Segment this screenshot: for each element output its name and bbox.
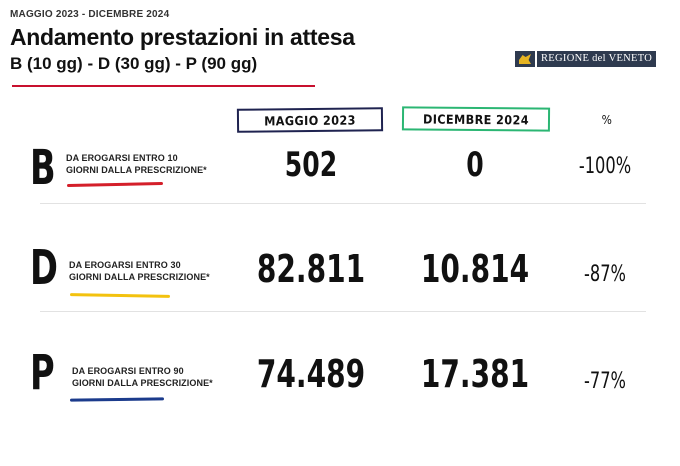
description-line: GIORNI DALLA PRESCRIZIONE*: [72, 378, 213, 388]
page-title: Andamento prestazioni in attesa: [10, 24, 355, 50]
value-may-2023: 82.811: [256, 247, 366, 291]
row-description: DA EROGARSI ENTRO 90 GIORNI DALLA PRESCR…: [72, 365, 213, 389]
row-underline: [69, 397, 165, 402]
row-p: P DA EROGARSI ENTRO 90 GIORNI DALLA PRES…: [0, 345, 680, 415]
row-letter: P: [30, 345, 55, 401]
description-line: GIORNI DALLA PRESCRIZIONE*: [66, 165, 207, 175]
value-dec-2024: 17.381: [420, 352, 530, 396]
regione-veneto-logo: REGIONE del VENETO: [515, 50, 671, 68]
column-header-percent: %: [601, 113, 613, 127]
row-divider: [40, 203, 646, 204]
value-may-2023: 74.489: [256, 352, 366, 396]
description-line: GIORNI DALLA PRESCRIZIONE*: [69, 272, 210, 282]
row-underline: [69, 293, 171, 298]
kicker: MAGGIO 2023 - DICEMBRE 2024: [10, 9, 170, 20]
row-description: DA EROGARSI ENTRO 30 GIORNI DALLA PRESCR…: [69, 259, 210, 283]
value-dec-2024: 0: [466, 145, 484, 185]
row-underline: [66, 181, 164, 188]
title-rule: [12, 85, 315, 87]
row-d: D DA EROGARSI ENTRO 30 GIORNI DALLA PRES…: [0, 240, 680, 310]
description-line: DA EROGARSI ENTRO 10: [66, 153, 178, 163]
description-line: DA EROGARSI ENTRO 30: [69, 260, 181, 270]
value-dec-2024: 10.814: [420, 247, 530, 291]
row-description: DA EROGARSI ENTRO 10 GIORNI DALLA PRESCR…: [66, 152, 207, 176]
value-percent-change: -100%: [578, 154, 632, 179]
column-header-dec-2024: DICEMBRE 2024: [401, 106, 551, 132]
description-line: DA EROGARSI ENTRO 90: [72, 366, 184, 376]
lion-crest-icon: [515, 51, 535, 67]
row-letter: B: [30, 140, 56, 196]
row-divider: [40, 311, 646, 312]
value-may-2023: 502: [284, 145, 338, 185]
logo-text: REGIONE del VENETO: [537, 51, 657, 67]
value-percent-change: -87%: [584, 262, 626, 287]
value-percent-change: -77%: [584, 369, 626, 394]
row-letter: D: [30, 240, 58, 296]
column-header-may-2023: MAGGIO 2023: [236, 107, 384, 133]
page-subtitle: B (10 gg) - D (30 gg) - P (90 gg): [10, 54, 258, 73]
row-b: B DA EROGARSI ENTRO 10 GIORNI DALLA PRES…: [0, 140, 680, 202]
